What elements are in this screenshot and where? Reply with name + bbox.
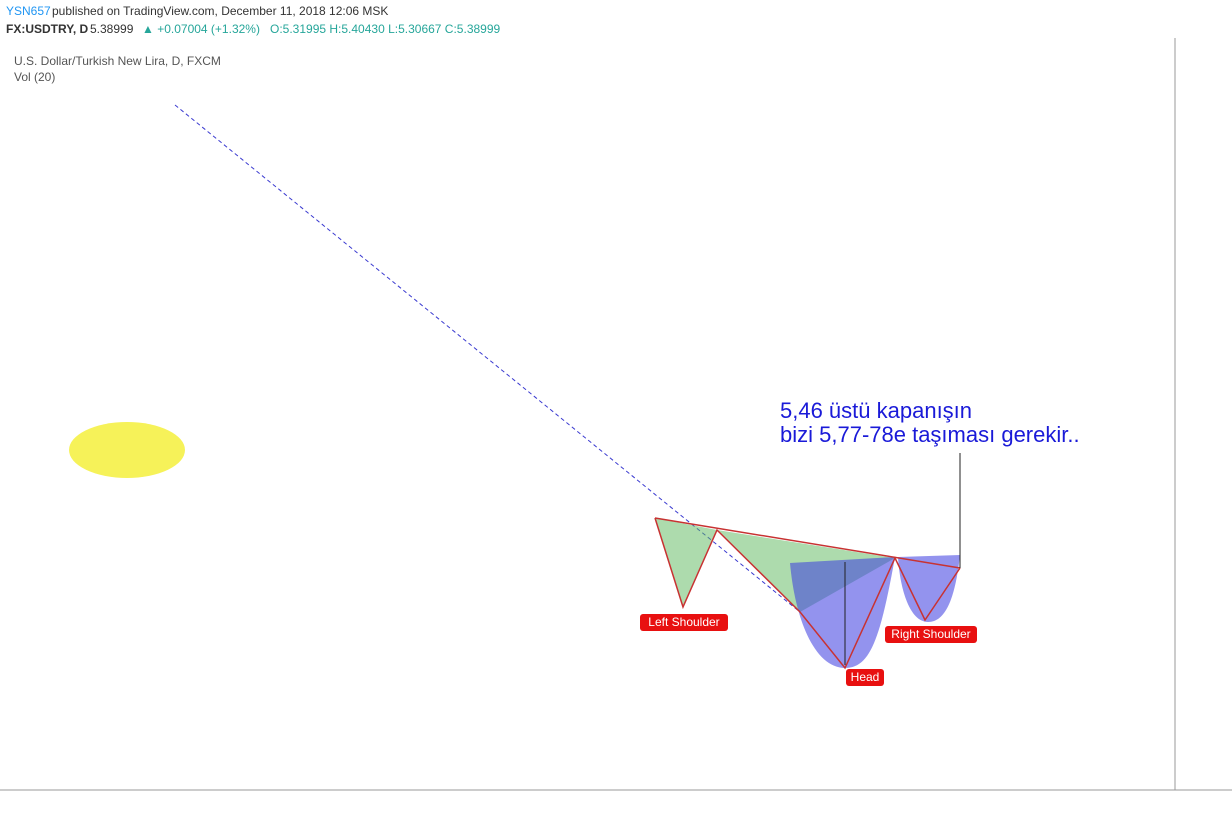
pattern-line bbox=[654, 517, 961, 670]
shape bbox=[655, 518, 717, 607]
ohlc: O:5.31995 H:5.40430 L:5.30667 C:5.38999 bbox=[270, 22, 501, 36]
annotation: bizi 5,77-78e taşıması gerekir.. bbox=[780, 422, 1080, 447]
shape bbox=[898, 555, 960, 622]
shape bbox=[790, 557, 895, 668]
pattern-label: Left Shoulder bbox=[648, 615, 719, 629]
chart-title: U.S. Dollar/Turkish New Lira, D, FXCM bbox=[14, 54, 221, 68]
symbol: FX:USDTRY, D bbox=[6, 22, 89, 36]
annotation: 5,46 üstü kapanışın bbox=[780, 398, 972, 423]
price: 5.38999 bbox=[90, 22, 134, 36]
pattern-label: Head bbox=[851, 670, 880, 684]
pattern-label: Right Shoulder bbox=[891, 627, 970, 641]
trend-line bbox=[174, 104, 801, 613]
label-box bbox=[846, 669, 884, 686]
volume-label: Vol (20) bbox=[14, 70, 55, 84]
published: published on TradingView.com, December 1… bbox=[52, 4, 388, 18]
highlight-ellipse bbox=[69, 422, 185, 478]
author[interactable]: YSN657 bbox=[6, 4, 51, 18]
neckline bbox=[654, 517, 961, 569]
change: ▲ +0.07004 (+1.32%) bbox=[142, 22, 260, 36]
label-box bbox=[640, 614, 728, 631]
label-box bbox=[885, 626, 977, 643]
